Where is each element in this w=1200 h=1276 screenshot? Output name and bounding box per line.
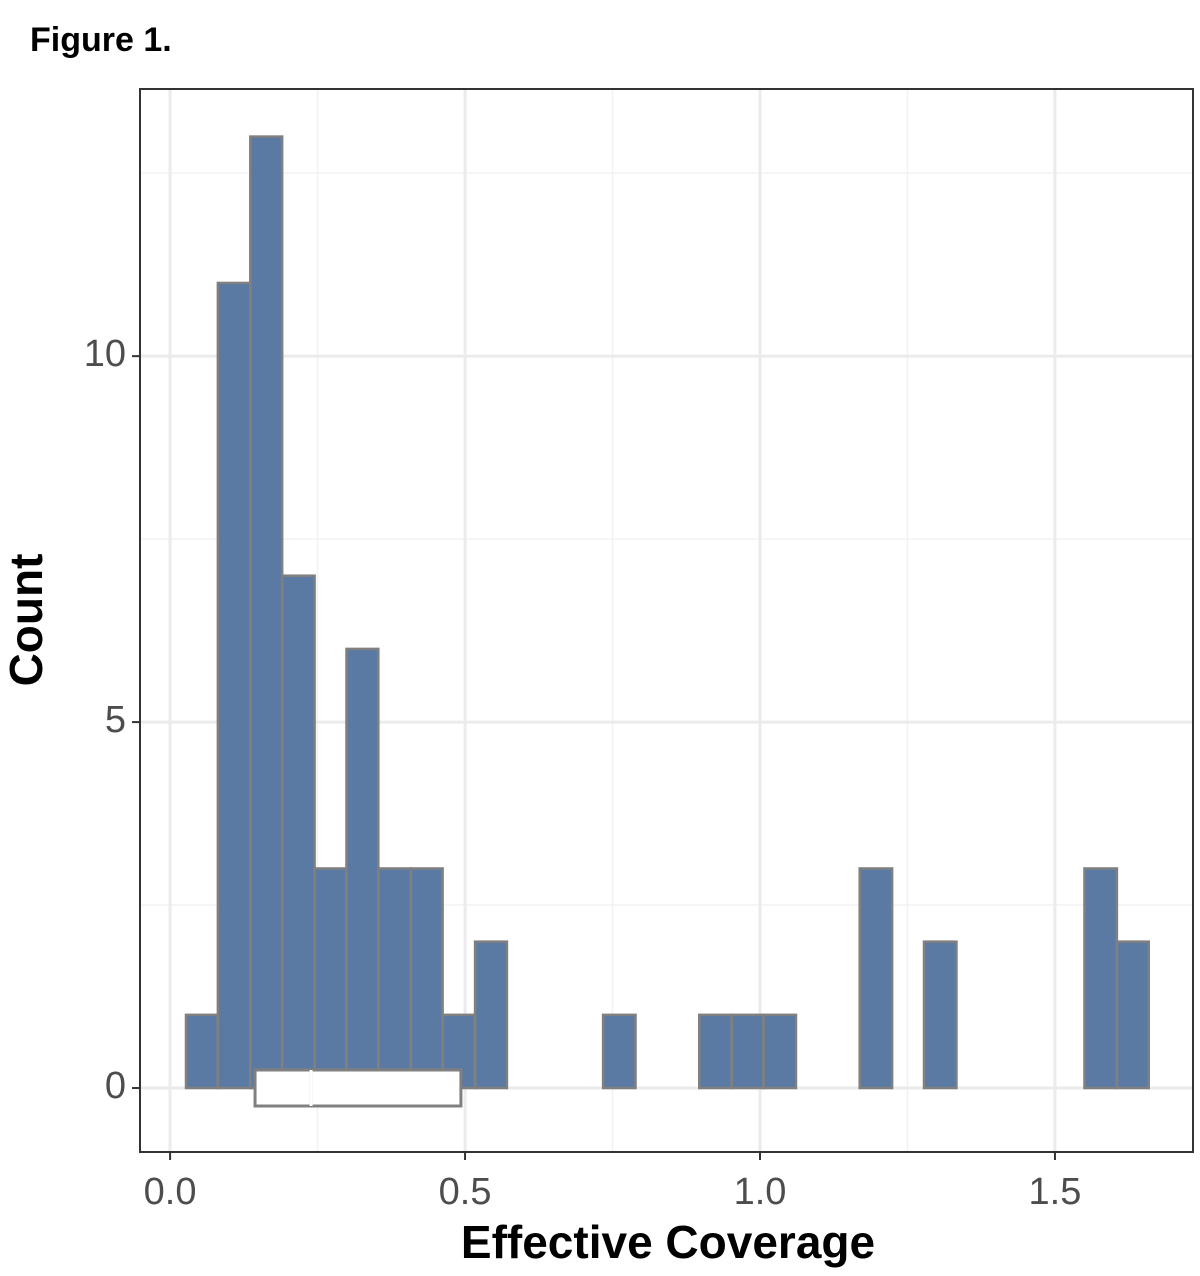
histogram-bar: [184, 1013, 220, 1090]
y-tick-label: 5: [105, 699, 126, 741]
histogram-bar: [858, 867, 894, 1090]
y-tick-label: 0: [105, 1065, 126, 1107]
chart-title: Figure 1.: [30, 21, 172, 59]
histogram-bar: [377, 867, 413, 1090]
histogram-bar: [697, 1013, 733, 1090]
x-tick-label: 1.5: [1029, 1171, 1082, 1213]
histogram-bar: [409, 867, 444, 1090]
histogram-bar: [601, 1013, 637, 1090]
plot-border: [139, 88, 1194, 1153]
x-tick-label: 1.0: [734, 1171, 787, 1213]
x-tick-label: 0.5: [439, 1171, 492, 1213]
box-upper: [309, 1068, 463, 1108]
histogram-bar: [216, 281, 252, 1090]
histogram-bar: [473, 940, 509, 1090]
histogram-bar: [762, 1013, 798, 1090]
histogram-bar: [922, 940, 958, 1090]
histogram-bar: [249, 135, 284, 1090]
histogram-bar: [730, 1013, 765, 1090]
histogram-bar: [1115, 940, 1151, 1090]
histogram-bar: [345, 647, 380, 1090]
histogram-bar: [313, 867, 348, 1090]
histogram-bar: [280, 574, 316, 1090]
x-tick-label: 0.0: [144, 1171, 197, 1213]
y-tick-label: 10: [84, 333, 126, 375]
box-lower: [253, 1068, 313, 1108]
y-axis-title: Count: [0, 554, 52, 687]
x-axis-title: Effective Coverage: [461, 1216, 875, 1268]
histogram-bar: [1083, 867, 1119, 1090]
